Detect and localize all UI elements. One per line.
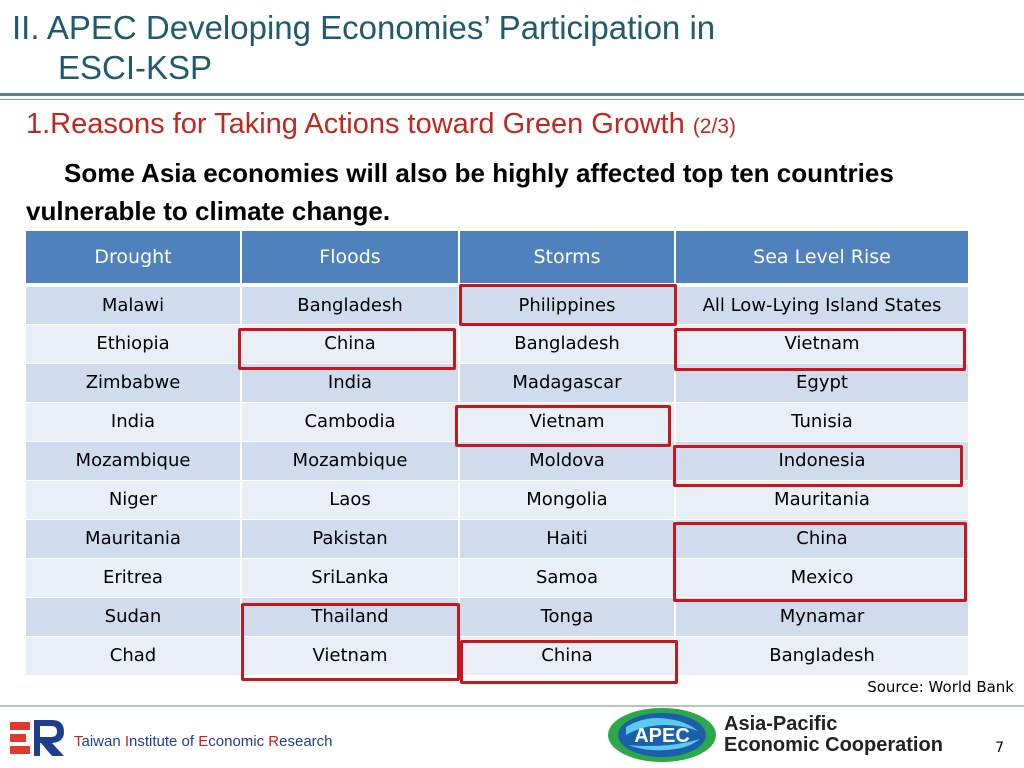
table-cell: Tonga bbox=[459, 597, 676, 637]
table-cell: Vietnam bbox=[459, 402, 676, 442]
table-cell: Eritrea bbox=[26, 558, 242, 598]
highlight-box-philippines bbox=[459, 284, 677, 326]
tier-name-part: aiwan bbox=[81, 733, 125, 750]
table-cell: Laos bbox=[241, 480, 460, 520]
footer-divider bbox=[0, 705, 1024, 707]
source-note: Source: World Bank bbox=[867, 678, 1014, 696]
highlight-box-indonesia bbox=[673, 445, 963, 487]
title-divider bbox=[0, 93, 1024, 96]
table-cell: Madagascar bbox=[459, 363, 676, 403]
table-cell: Mongolia bbox=[459, 480, 676, 520]
apec-logo-icon: APEC bbox=[608, 708, 716, 762]
table-cell: Bangladesh bbox=[241, 285, 460, 325]
table-cell: Mynamar bbox=[675, 597, 970, 637]
page-number: 7 bbox=[995, 740, 1004, 756]
header-sea-level-rise: Sea Level Rise bbox=[675, 231, 970, 287]
header-drought: Drought bbox=[26, 231, 242, 287]
table-cell: Sudan bbox=[26, 597, 242, 637]
tier-name: Taiwan Institute of Economic Research bbox=[74, 733, 333, 750]
table-cell: Bangladesh bbox=[459, 324, 676, 364]
subtitle-text: 1.Reasons for Taking Actions toward Gree… bbox=[26, 108, 685, 140]
header-floods: Floods bbox=[241, 231, 460, 287]
apec-name-line1: Asia-Pacific bbox=[724, 713, 838, 735]
highlight-box-china-mexico bbox=[673, 522, 967, 602]
table-cell: Cambodia bbox=[241, 402, 460, 442]
table-cell: Haiti bbox=[459, 519, 676, 559]
title-divider-thin bbox=[0, 99, 1024, 100]
table-header-row: Drought Floods Storms Sea Level Rise bbox=[26, 231, 970, 287]
intro-text: Some Asia economies will also be highly … bbox=[26, 158, 894, 226]
tier-name-initial: R bbox=[268, 733, 280, 750]
apec-name: Asia-Pacific Economic Cooperation bbox=[724, 714, 943, 756]
table-row: India Cambodia Vietnam Tunisia bbox=[26, 402, 970, 442]
tier-name-part: esearch bbox=[279, 733, 333, 750]
table-cell: Bangladesh bbox=[675, 636, 970, 676]
table-cell: Mozambique bbox=[241, 441, 460, 481]
table-cell: Samoa bbox=[459, 558, 676, 598]
table-cell: India bbox=[26, 402, 242, 442]
table-row: Eritrea SriLanka Samoa Mexico bbox=[26, 558, 970, 598]
table-cell: Ethiopia bbox=[26, 324, 242, 364]
tier-name-initial: T bbox=[74, 733, 82, 750]
table-cell: SriLanka bbox=[241, 558, 460, 598]
table-cell: Vietnam bbox=[241, 636, 460, 676]
table-cell: Moldova bbox=[459, 441, 676, 481]
tier-name-initial: I bbox=[124, 733, 130, 750]
slide-title-line2: ESCI-KSP bbox=[58, 49, 213, 86]
section-subtitle: 1.Reasons for Taking Actions toward Gree… bbox=[26, 104, 736, 147]
table-cell: Niger bbox=[26, 480, 242, 520]
table-cell: Pakistan bbox=[241, 519, 460, 559]
tier-name-part: nstitute of bbox=[129, 733, 199, 750]
apec-badge-text: APEC bbox=[634, 725, 690, 747]
table-cell: Mauritania bbox=[26, 519, 242, 559]
highlight-box-thailand-vietnam bbox=[241, 603, 460, 681]
tier-logo-icon bbox=[10, 720, 64, 756]
slide-title-line1: II. APEC Developing Economies’ Participa… bbox=[12, 9, 716, 46]
tier-name-part: conomic bbox=[208, 733, 269, 750]
header-storms: Storms bbox=[459, 231, 676, 287]
tier-name-initial: E bbox=[198, 733, 209, 750]
highlight-box-china-floods bbox=[238, 328, 456, 370]
table-row: Sudan Thailand Tonga Mynamar bbox=[26, 597, 970, 637]
highlight-box-vietnam-sea bbox=[674, 328, 966, 371]
table-cell: China bbox=[675, 519, 970, 559]
table-row: Niger Laos Mongolia Mauritania bbox=[26, 480, 970, 520]
table-cell: Tunisia bbox=[675, 402, 970, 442]
table-cell: Mexico bbox=[675, 558, 970, 598]
table-cell: All Low-Lying Island States bbox=[675, 285, 970, 325]
slide-title: II. APEC Developing Economies’ Participa… bbox=[12, 8, 1012, 88]
table-cell: Zimbabwe bbox=[26, 363, 242, 403]
highlight-box-china-storms bbox=[460, 640, 678, 684]
table-cell: Philippines bbox=[459, 285, 676, 325]
table-cell: Chad bbox=[26, 636, 242, 676]
table-row: Malawi Bangladesh Philippines All Low-Ly… bbox=[26, 285, 970, 325]
table-cell: Malawi bbox=[26, 285, 242, 325]
table-cell: Mozambique bbox=[26, 441, 242, 481]
apec-name-line2: Economic Cooperation bbox=[724, 734, 943, 756]
subtitle-page-indicator: (2/3) bbox=[692, 115, 736, 138]
highlight-box-vietnam-storms bbox=[455, 405, 671, 447]
